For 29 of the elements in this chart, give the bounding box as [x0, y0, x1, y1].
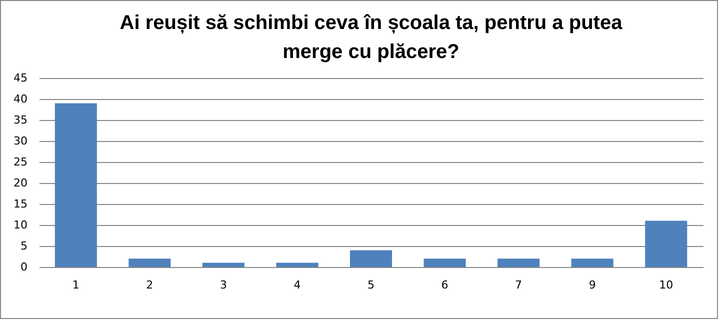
bar [350, 250, 392, 267]
bar [424, 258, 466, 267]
bar [202, 262, 244, 267]
y-tick-label: 45 [14, 72, 28, 84]
bar [276, 262, 318, 267]
y-tick-label: 35 [14, 114, 28, 126]
y-tick-label: 40 [14, 92, 28, 106]
y-tick-label: 20 [14, 176, 28, 190]
y-tick-label: 5 [20, 240, 28, 252]
bar [54, 103, 97, 267]
y-tick-label: 30 [14, 134, 28, 148]
y-tick-label: 25 [14, 156, 28, 168]
chart-title: Ai reușit să schimbi ceva în școala ta, pentru a putea merge cu plăcere? [120, 12, 624, 63]
x-tick-label: 10 [659, 278, 674, 292]
x-tick-label: 3 [220, 278, 227, 292]
x-tick-label: 9 [588, 278, 596, 292]
x-tick-label: 6 [441, 278, 448, 292]
x-tick-label: 4 [294, 278, 301, 292]
y-tick-label: 0 [20, 260, 28, 274]
y-tick-label: 15 [14, 198, 28, 210]
bar [571, 258, 614, 267]
bar [645, 220, 688, 267]
x-tick-label: 5 [368, 278, 374, 292]
bar [498, 258, 540, 267]
x-tick-label: 1 [72, 278, 80, 292]
bar [128, 258, 171, 267]
x-tick-label: 2 [146, 278, 154, 292]
y-tick-label: 10 [14, 218, 28, 232]
x-tick-label: 7 [515, 278, 522, 292]
